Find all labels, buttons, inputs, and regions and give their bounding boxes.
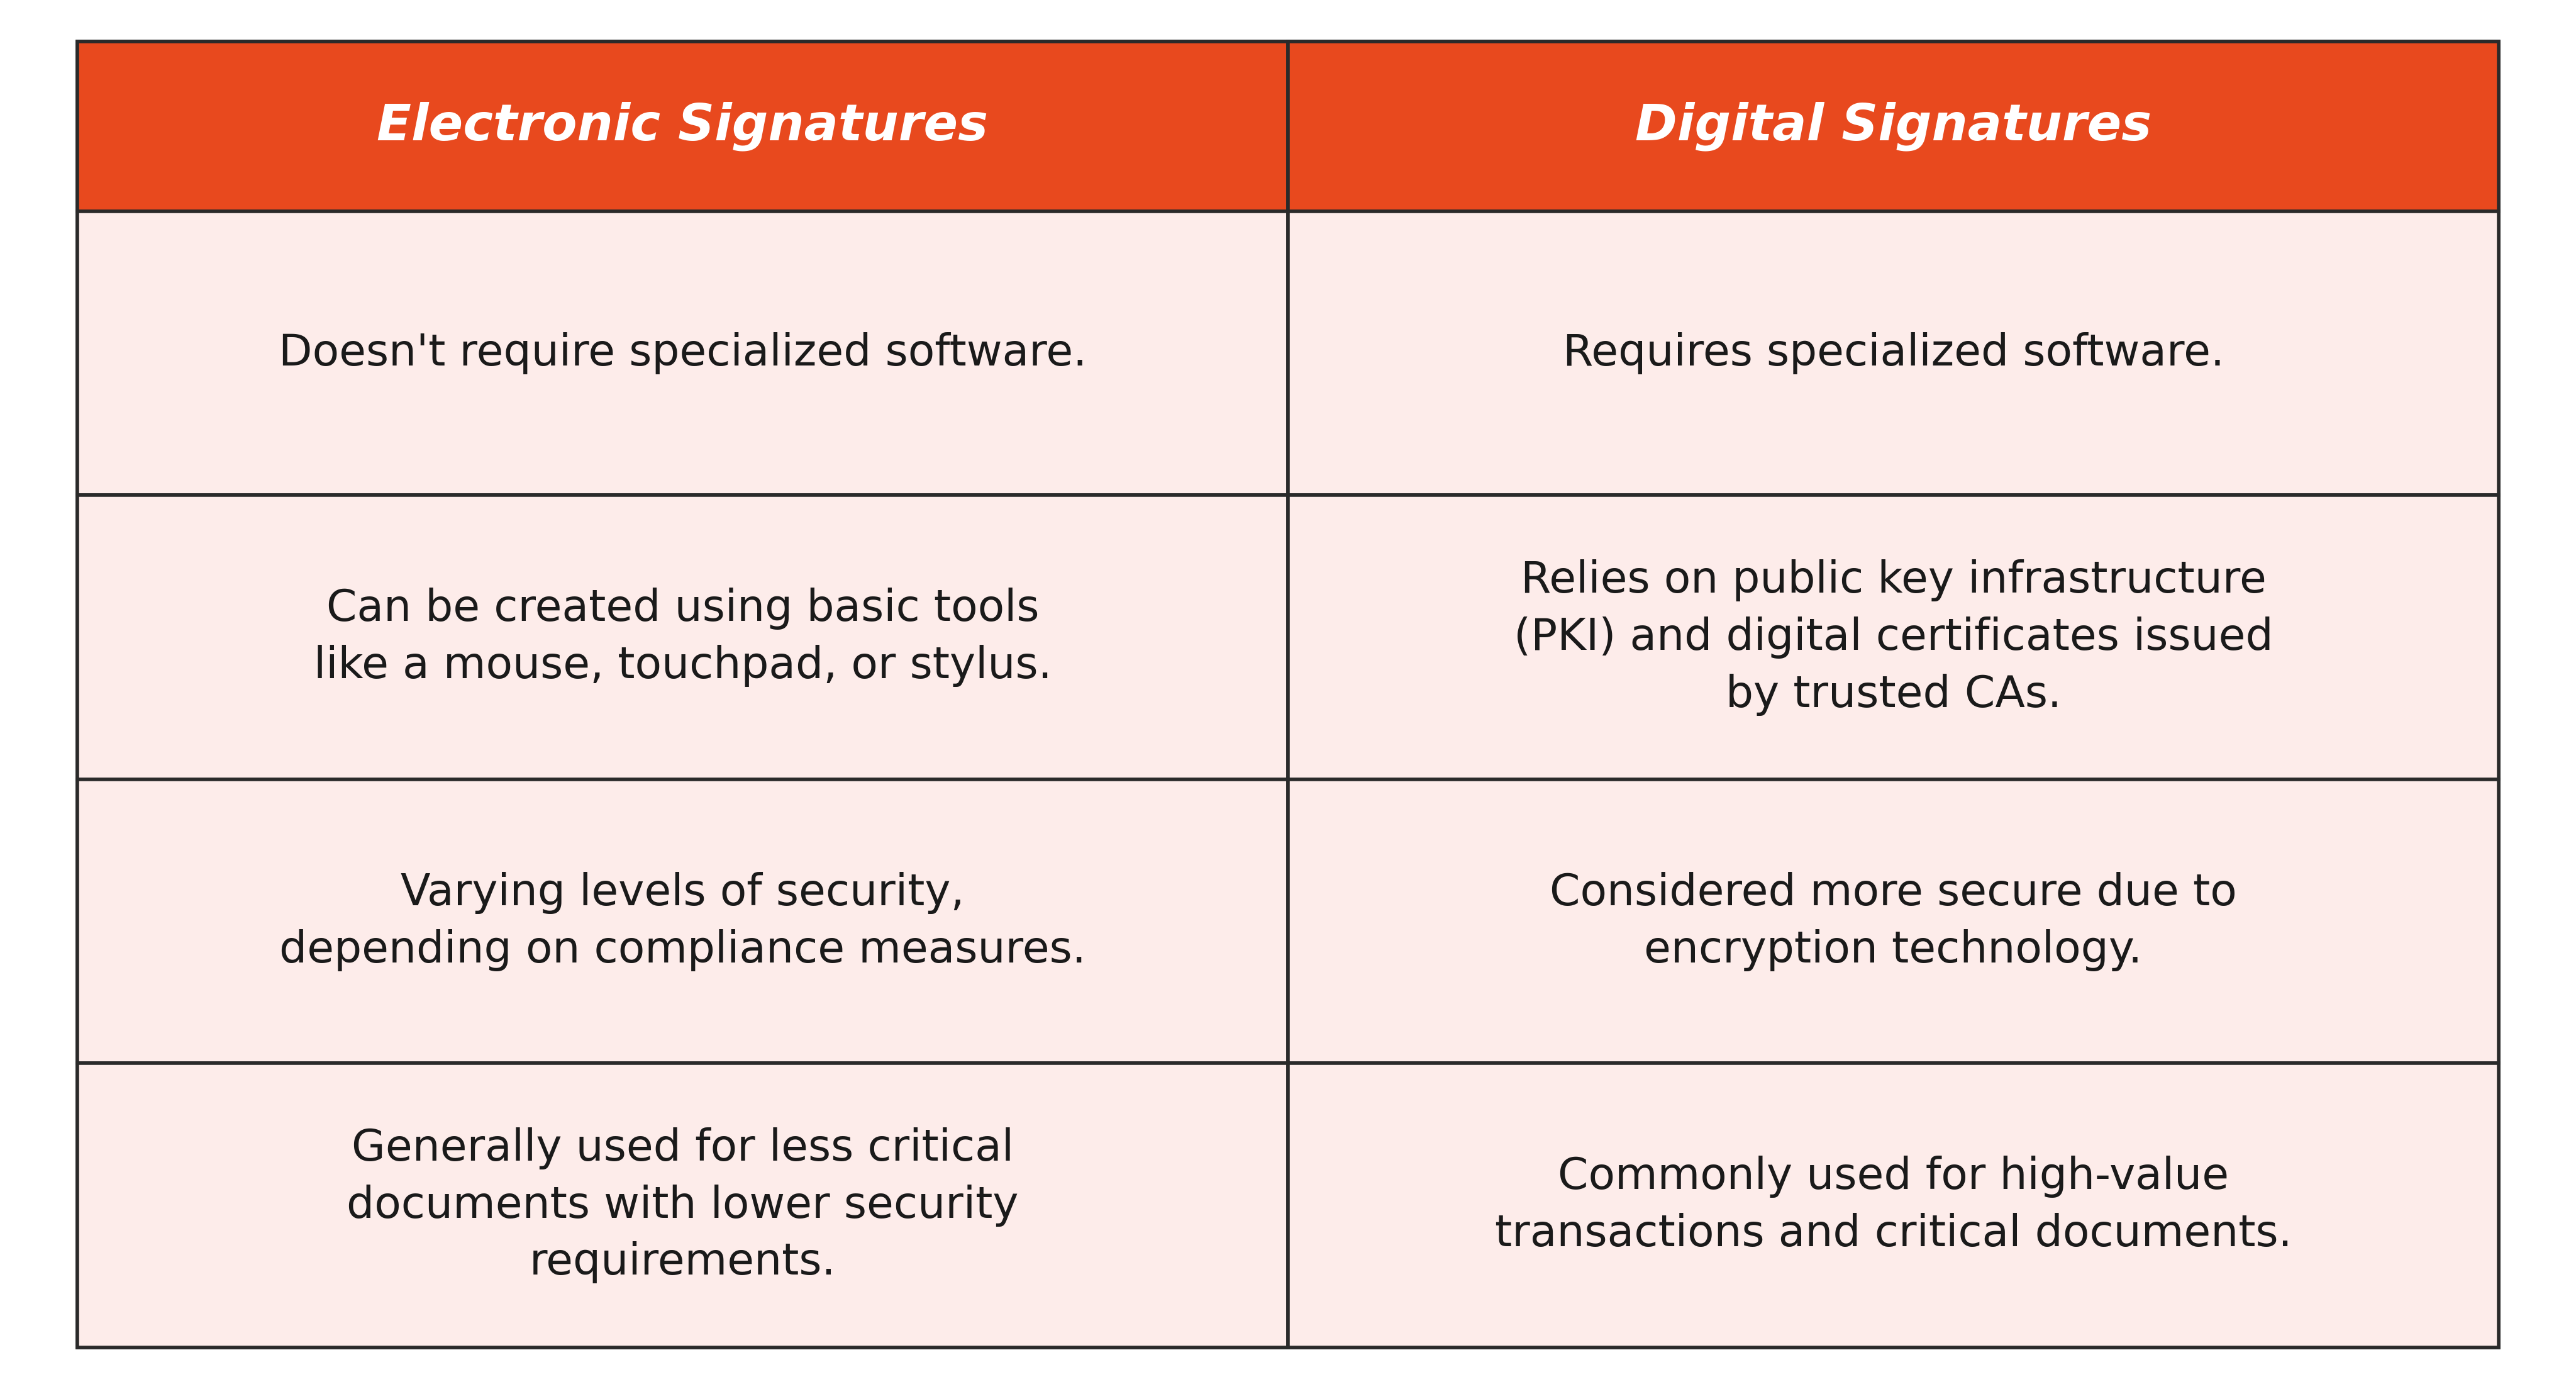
Text: Varying levels of security,
depending on compliance measures.: Varying levels of security, depending on… bbox=[278, 872, 1087, 971]
Bar bbox=[1288, 496, 2499, 779]
Text: Considered more secure due to
encryption technology.: Considered more secure due to encryption… bbox=[1551, 872, 2236, 971]
Bar bbox=[1288, 211, 2499, 496]
Text: Can be created using basic tools
like a mouse, touchpad, or stylus.: Can be created using basic tools like a … bbox=[314, 588, 1051, 688]
Bar bbox=[77, 1064, 1288, 1347]
Text: Digital Signatures: Digital Signatures bbox=[1636, 101, 2151, 151]
Text: Electronic Signatures: Electronic Signatures bbox=[376, 101, 989, 151]
Bar bbox=[77, 42, 1288, 211]
Text: Commonly used for high-value
transactions and critical documents.: Commonly used for high-value transaction… bbox=[1494, 1156, 2293, 1256]
Bar bbox=[1288, 1064, 2499, 1347]
Text: Relies on public key infrastructure
(PKI) and digital certificates issued
by tru: Relies on public key infrastructure (PKI… bbox=[1515, 560, 2272, 715]
Text: Requires specialized software.: Requires specialized software. bbox=[1564, 332, 2223, 375]
Bar bbox=[1288, 779, 2499, 1064]
Bar bbox=[77, 211, 1288, 496]
Text: Doesn't require specialized software.: Doesn't require specialized software. bbox=[278, 332, 1087, 375]
Bar bbox=[1288, 42, 2499, 211]
Bar bbox=[77, 496, 1288, 779]
Text: Generally used for less critical
documents with lower security
requirements.: Generally used for less critical documen… bbox=[348, 1126, 1018, 1283]
Bar bbox=[77, 779, 1288, 1064]
